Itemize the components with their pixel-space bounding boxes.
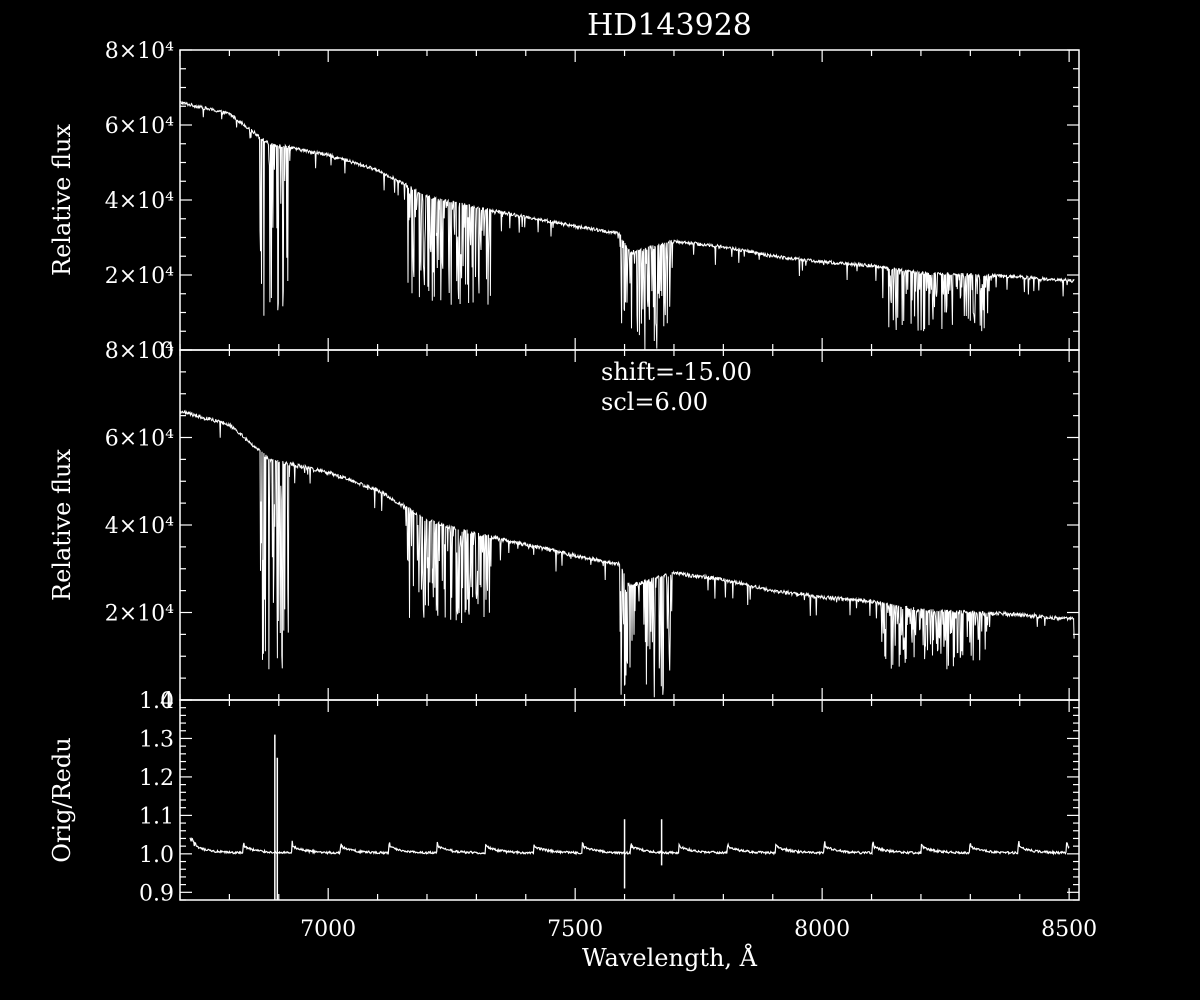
y-tick-label: 6×10⁴ xyxy=(105,114,174,139)
y-axis-label: Relative flux xyxy=(48,449,76,601)
y-tick-label: 0 xyxy=(160,339,174,364)
x-axis-label: Wavelength, Å xyxy=(582,943,758,972)
ratio-line xyxy=(189,837,1070,856)
y-tick-label: 1.2 xyxy=(139,766,174,791)
x-tick-label: 7000 xyxy=(300,917,356,942)
x-tick-label: 8000 xyxy=(794,917,850,942)
y-tick-label: 8×10⁴ xyxy=(105,39,174,64)
y-tick-label: 1.4 xyxy=(139,689,174,714)
y-tick-label: 0.9 xyxy=(139,881,174,906)
y-tick-label: 6×10⁴ xyxy=(105,427,174,452)
spectrum-line xyxy=(179,409,1075,698)
spectrum-line xyxy=(180,100,1075,350)
annotation-text: scl=6.00 xyxy=(601,388,708,416)
plot-frame xyxy=(179,49,1080,351)
x-tick-label: 7500 xyxy=(547,917,603,942)
panel-3: 0.9 1.0 1.1 1.2 1.3 1.4 Orig/Redu 7000 7500 8000 8… xyxy=(48,689,1097,972)
y-tick-label: 8×10⁴ xyxy=(105,339,174,364)
panel-1: 0 2×10⁴ 4×10⁴ 6×10⁴ 8×10⁴ Relative flux HD1439… xyxy=(48,8,1080,364)
y-axis-label: Relative flux xyxy=(48,124,76,276)
y-tick-label: 2×10⁴ xyxy=(105,602,174,627)
y-tick-label: 0 xyxy=(160,689,174,714)
panel-2: 0 2×10⁴ 4×10⁴ 6×10⁴ 8×10⁴ Relative flux shift=… xyxy=(48,339,1080,714)
x-tick-label: 8500 xyxy=(1041,917,1097,942)
y-tick-label: 1.3 xyxy=(139,727,174,752)
plot-frame xyxy=(179,699,1080,901)
y-tick-label: 4×10⁴ xyxy=(105,514,174,539)
y-tick-label: 1.0 xyxy=(139,843,174,868)
chart-title: HD143928 xyxy=(587,8,752,43)
y-tick-label: 1.1 xyxy=(139,804,174,829)
y-tick-label: 2×10⁴ xyxy=(105,264,174,289)
y-axis-label: Orig/Redu xyxy=(48,737,76,862)
y-tick-label: 4×10⁴ xyxy=(105,189,174,214)
annotation-text: shift=-15.00 xyxy=(601,358,752,386)
